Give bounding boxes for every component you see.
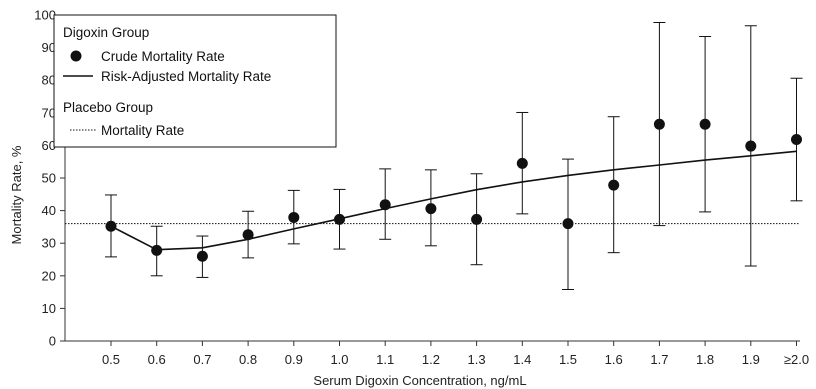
- legend-crude-marker: [70, 50, 82, 62]
- x-tick-label: 0.5: [102, 352, 120, 367]
- y-tick-label: 10: [42, 301, 56, 316]
- legend-digoxin-group-title: Digoxin Group: [63, 25, 149, 40]
- crude-mortality-point: [379, 199, 391, 211]
- crude-mortality-point: [699, 118, 711, 130]
- x-tick-label: 0.8: [239, 352, 257, 367]
- legend-box: [53, 14, 337, 148]
- y-tick-label: 70: [42, 105, 56, 120]
- crude-mortality-point: [562, 218, 574, 230]
- x-axis-label: Serum Digoxin Concentration, ng/mL: [313, 373, 526, 388]
- crude-mortality-point: [242, 229, 254, 241]
- risk-adjusted-line: [110, 150, 797, 251]
- x-tick-label: 1.3: [468, 352, 486, 367]
- crude-mortality-point: [471, 213, 483, 225]
- x-tick-label: 1.9: [742, 352, 760, 367]
- y-tick-label: 60: [42, 138, 56, 153]
- legend-adjusted-label: Risk-Adjusted Mortality Rate: [101, 69, 271, 84]
- crude-mortality-point: [105, 220, 117, 232]
- y-tick-label: 20: [42, 268, 56, 283]
- x-tick-label: 0.7: [193, 352, 211, 367]
- x-tick-label: 1.6: [605, 352, 623, 367]
- x-tick-label: 0.6: [148, 352, 166, 367]
- legend-crude-label: Crude Mortality Rate: [101, 49, 225, 64]
- y-tick-label: 90: [42, 40, 56, 55]
- crude-mortality-point: [288, 211, 300, 223]
- crude-mortality-point: [653, 118, 665, 130]
- legend-placebo-label: Mortality Rate: [101, 123, 184, 138]
- y-tick-label: 80: [42, 73, 56, 88]
- legend-placebo-group-title: Placebo Group: [63, 100, 153, 115]
- y-tick-label: 40: [42, 203, 56, 218]
- crude-mortality-point: [425, 203, 437, 215]
- crude-mortality-point: [151, 244, 163, 256]
- plot-area: [65, 21, 803, 290]
- crude-mortality-point: [516, 157, 528, 169]
- x-tick-label: 1.7: [650, 352, 668, 367]
- crude-mortality-point: [334, 213, 345, 225]
- x-tick-label: 0.9: [285, 352, 303, 367]
- crude-mortality-point: [791, 134, 802, 146]
- y-tick-label: 50: [42, 171, 56, 186]
- x-tick-label: ≥2.0: [784, 352, 809, 367]
- y-axis-label: Mortality Rate, %: [9, 145, 24, 244]
- y-tick-label: 30: [42, 236, 56, 251]
- x-tick-label: 1.0: [330, 352, 348, 367]
- crude-mortality-point: [608, 179, 620, 191]
- x-tick-label: 1.8: [696, 352, 714, 367]
- crude-mortality-point: [745, 140, 757, 152]
- y-tick-label: 0: [49, 334, 56, 349]
- axes: 0 10 20 30 40 50 60 70 80 90 100 0.5 0.6 0.7 0.8 0.9 1.0…: [34, 8, 809, 368]
- y-tick-label: 100: [34, 8, 56, 23]
- x-tick-label: 1.2: [422, 352, 440, 367]
- x-tick-label: 1.4: [513, 352, 531, 367]
- x-tick-label: 1.1: [376, 352, 394, 367]
- legend: Digoxin Group Crude Mortality Rate Risk-…: [53, 14, 337, 148]
- x-tick-label: 1.5: [559, 352, 577, 367]
- crude-mortality-point: [196, 250, 208, 262]
